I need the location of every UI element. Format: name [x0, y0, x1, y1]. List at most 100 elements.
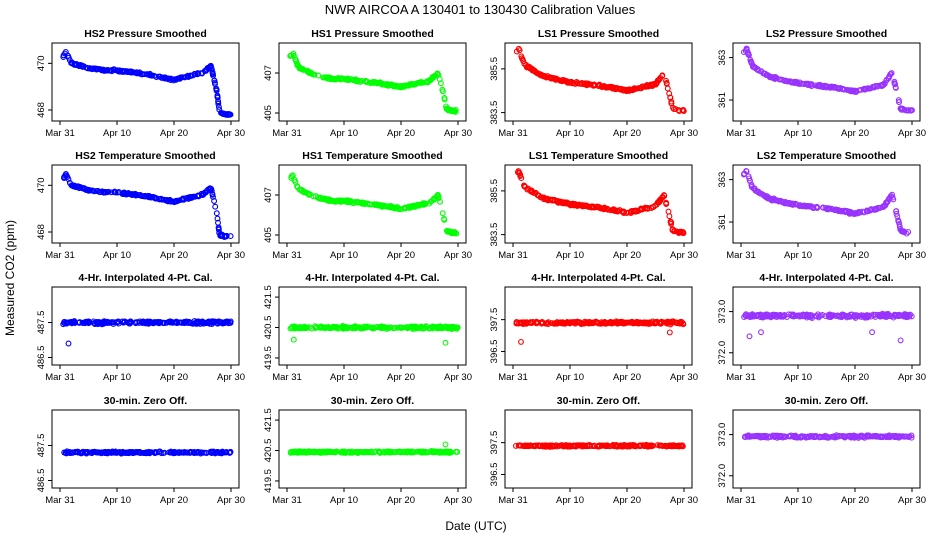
- data-point: [846, 87, 853, 94]
- panel-title: HS2 Temperature Smoothed: [75, 150, 215, 162]
- y-tick-label: 396.5: [489, 340, 500, 364]
- data-point: [398, 84, 405, 91]
- data-point: [213, 86, 220, 93]
- data-point: [645, 83, 652, 90]
- data-point: [562, 199, 569, 206]
- data-point: [189, 193, 196, 200]
- x-tick-label: Apr 20: [387, 372, 415, 383]
- data-point: [385, 82, 392, 89]
- figure-title: NWR AIRCOA A 130401 to 130430 Calibratio…: [325, 2, 636, 17]
- data-point: [538, 71, 545, 78]
- data-point: [114, 189, 121, 196]
- data-point: [93, 66, 100, 73]
- data-point: [341, 75, 348, 82]
- data-point: [335, 75, 342, 82]
- data-point: [311, 71, 318, 78]
- y-tick-label: 487.5: [36, 311, 47, 335]
- y-tick-label: 397.5: [489, 308, 500, 332]
- data-point: [153, 74, 160, 80]
- y-tick-label: 419.5: [263, 346, 274, 370]
- panel-frame: [732, 164, 921, 244]
- panel-title: HS1 Pressure Smoothed: [311, 28, 434, 40]
- data-point: [168, 75, 175, 82]
- x-tick-label: Mar 31: [726, 128, 756, 139]
- data-point: [141, 71, 148, 78]
- x-tick-label: Apr 30: [670, 128, 698, 139]
- data-point: [892, 84, 899, 91]
- data-point: [521, 182, 527, 189]
- panel-title: LS2 Pressure Smoothed: [766, 28, 887, 40]
- data-point: [886, 73, 893, 80]
- data-point: [585, 80, 592, 87]
- data-points: [513, 45, 687, 115]
- panel-grid: HS2 Pressure Smoothed Mar 31 Apr 10 Apr 20 A…: [36, 28, 926, 506]
- x-tick-label: Apr 10: [784, 495, 812, 506]
- data-point: [670, 104, 676, 111]
- panel-8: 4-Hr. Interpolated 4-Pt. Cal. Mar 31 Apr 1…: [36, 272, 245, 383]
- data-point: [439, 210, 446, 217]
- data-point: [611, 207, 618, 214]
- data-point: [78, 63, 85, 69]
- data-point: [892, 81, 899, 88]
- data-point: [69, 182, 76, 189]
- data-point: [354, 78, 361, 85]
- y-tick-label: 373.0: [717, 300, 728, 324]
- data-point: [315, 72, 322, 79]
- data-point: [659, 72, 666, 79]
- data-point: [628, 208, 635, 214]
- y-tick-label: 487.5: [36, 434, 47, 458]
- x-tick-label: Apr 20: [841, 372, 869, 383]
- data-point: [808, 81, 815, 88]
- data-point: [752, 64, 759, 71]
- data-point: [345, 198, 352, 205]
- data-point: [576, 201, 583, 208]
- outlier-point: [290, 336, 297, 343]
- data-point: [558, 199, 565, 206]
- y-tick-label: 396.5: [489, 463, 500, 487]
- data-point: [198, 70, 205, 77]
- data-point: [596, 204, 603, 211]
- data-point: [306, 191, 313, 198]
- y-tick-label: 468: [36, 102, 47, 118]
- data-point: [607, 207, 614, 214]
- panel-frame: [504, 42, 693, 122]
- data-point: [771, 195, 777, 202]
- data-point: [577, 202, 584, 209]
- data-point: [158, 196, 165, 203]
- x-tick-label: Apr 10: [784, 250, 812, 261]
- data-point: [901, 106, 908, 113]
- data-point: [425, 79, 432, 85]
- data-point: [185, 73, 192, 80]
- data-point: [287, 52, 294, 59]
- data-point: [663, 77, 669, 84]
- y-tick-label: 421.5: [263, 408, 274, 432]
- data-points: [740, 45, 915, 114]
- data-point: [211, 198, 218, 204]
- data-point: [904, 107, 911, 114]
- data-point: [334, 198, 341, 205]
- data-point: [664, 85, 671, 92]
- y-tick-label: 420.5: [263, 439, 274, 463]
- y-tick-label: 486.5: [36, 346, 47, 370]
- data-point: [891, 78, 898, 85]
- y-tick-label: 405: [263, 105, 274, 121]
- data-point: [601, 83, 607, 89]
- data-point: [204, 187, 211, 194]
- panel-frame: [51, 164, 240, 244]
- x-tick-label: Apr 20: [160, 250, 188, 261]
- data-point: [828, 83, 835, 90]
- data-points: [741, 310, 915, 344]
- data-point: [370, 79, 377, 85]
- data-point: [212, 203, 219, 210]
- y-axis-label: Measured CO2 (ppm): [3, 220, 17, 336]
- data-point: [294, 183, 301, 190]
- data-point: [898, 106, 905, 113]
- x-tick-label: Apr 20: [841, 495, 869, 506]
- y-tick-label: 385.5: [489, 57, 500, 81]
- data-point: [560, 77, 567, 83]
- data-point: [668, 220, 675, 227]
- panel-4: HS2 Temperature Smoothed Mar 31 Apr 10 Apr …: [36, 150, 245, 261]
- data-point: [666, 90, 673, 97]
- data-point: [747, 56, 754, 63]
- x-tick-label: Apr 10: [103, 495, 131, 506]
